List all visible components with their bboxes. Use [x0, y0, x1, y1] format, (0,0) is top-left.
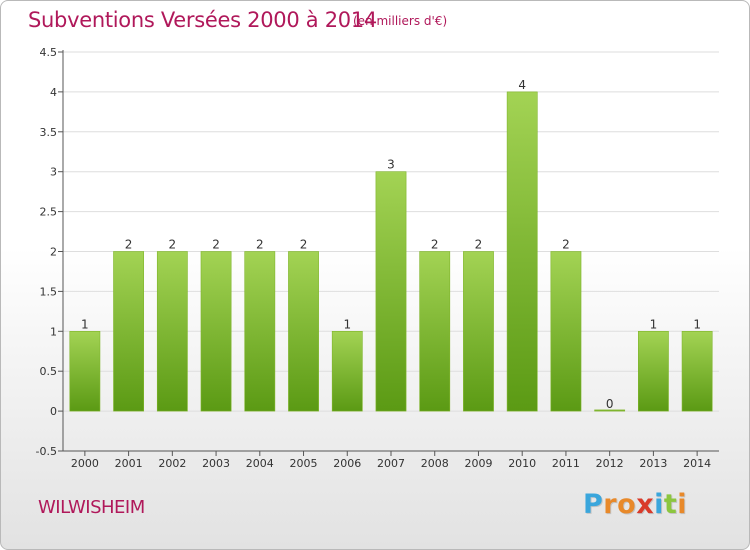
- x-tick-label: 2007: [377, 457, 405, 470]
- bar-2009: [463, 251, 494, 412]
- bar-2000: [69, 330, 101, 412]
- y-tick-label: 2.5: [40, 206, 58, 219]
- bar-2008: [419, 251, 451, 412]
- data-label-2000: 1: [81, 317, 89, 331]
- proxiti-logo: Proxiti: [583, 489, 687, 520]
- y-tick-label: 2: [50, 246, 57, 259]
- data-label-2004: 2: [256, 238, 264, 252]
- data-label-2006: 1: [343, 317, 351, 331]
- logo-letter: P: [583, 489, 604, 520]
- logo-letter: r: [603, 489, 618, 520]
- x-tick-label: 2012: [596, 457, 624, 470]
- x-tick-label: 2011: [552, 457, 580, 470]
- data-label-2002: 2: [169, 238, 177, 252]
- bar-2014: [681, 330, 713, 412]
- x-tick-label: 2008: [421, 457, 449, 470]
- y-tick-label: 4.5: [40, 46, 58, 59]
- bar-2012: [594, 409, 626, 412]
- bar-2007: [375, 171, 407, 412]
- bar-2013: [638, 330, 669, 412]
- bar-2010: [506, 91, 538, 412]
- x-tick-label: 2004: [246, 457, 274, 470]
- x-tick-label: 2001: [115, 457, 143, 470]
- y-tick-label: -0.5: [36, 445, 57, 458]
- data-label-2014: 1: [693, 317, 701, 331]
- x-tick-label: 2003: [202, 457, 230, 470]
- y-tick-label: 1.5: [40, 285, 58, 298]
- data-label-2013: 1: [650, 317, 658, 331]
- x-tick-label: 2014: [683, 457, 711, 470]
- data-label-2011: 2: [562, 238, 570, 252]
- bar-2004: [244, 251, 276, 412]
- data-label-2001: 2: [125, 238, 133, 252]
- logo-letter: t: [663, 489, 678, 520]
- x-tick-label: 2006: [333, 457, 361, 470]
- unit-note: (en milliers d'€): [353, 14, 448, 28]
- x-tick-label: 2010: [508, 457, 536, 470]
- bar-2002: [156, 251, 188, 412]
- bar-2003: [200, 251, 232, 412]
- bar-2001: [113, 251, 144, 412]
- data-label-2008: 2: [431, 238, 439, 252]
- x-tick-label: 2000: [71, 457, 99, 470]
- x-tick-label: 2005: [290, 457, 318, 470]
- x-tick-label: 2009: [464, 457, 492, 470]
- bars: [69, 91, 713, 412]
- data-label-2005: 2: [300, 238, 308, 252]
- logo-letter: x: [636, 489, 655, 520]
- x-tick-label: 2013: [639, 457, 667, 470]
- place-name: WILWISHEIM: [38, 497, 145, 518]
- logo-letter: i: [654, 489, 664, 520]
- data-label-2012: 0: [606, 397, 614, 411]
- y-tick-label: 0: [50, 405, 57, 418]
- y-tick-label: 4: [50, 86, 57, 99]
- data-label-2010: 4: [518, 78, 526, 92]
- y-tick-label: 1: [50, 325, 57, 338]
- logo-letter: o: [617, 489, 637, 520]
- logo-letter: i: [677, 489, 688, 520]
- axes: -0.5 0 0.5 1 1.5 2 2.5 3 3.5 4 4.5 2000 2001 2002 2003…: [36, 46, 719, 470]
- labels: 1 2 2 2 2 2 1 3 2 2 4 2 0 1 1: [81, 78, 701, 411]
- bar-2006: [331, 330, 363, 412]
- bar-2011: [550, 251, 582, 412]
- data-label-2003: 2: [212, 238, 220, 252]
- bar-2005: [288, 251, 319, 412]
- y-tick-label: 3.5: [40, 126, 58, 139]
- data-label-2009: 2: [475, 238, 483, 252]
- data-label-2007: 3: [387, 158, 395, 172]
- chart-title: Subventions Versées 2000 à 2014: [28, 8, 377, 32]
- x-tick-label: 2002: [158, 457, 186, 470]
- y-tick-label: 0.5: [40, 365, 58, 378]
- y-tick-label: 3: [50, 166, 57, 179]
